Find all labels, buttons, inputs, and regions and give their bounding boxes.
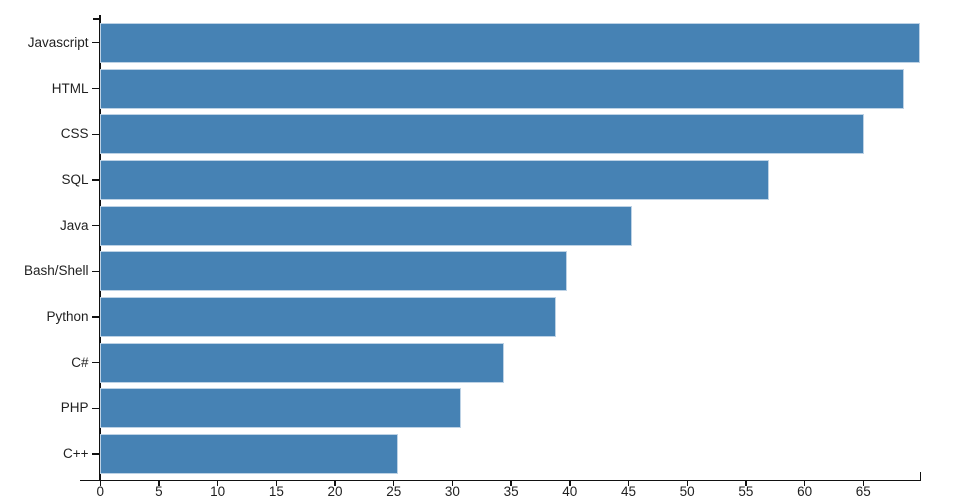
x-tick-25 [393,481,395,486]
y-tick-php [91,407,100,410]
x-tick-label-0: 0 [96,484,104,500]
x-tick-0 [99,481,101,486]
x-tick-label-15: 15 [268,484,284,500]
x-tick-55 [745,481,747,486]
x-tick-20 [334,481,336,486]
bar-css [100,114,865,155]
x-tick-label-65: 65 [855,484,871,500]
bar-python [100,297,556,337]
y-axis-spine [99,14,101,482]
y-label-html: HTML [51,80,89,96]
y-label-java: Java [59,217,89,233]
x-tick-label-40: 40 [562,484,578,500]
x-tick-30 [451,481,454,486]
x-tick-label-60: 60 [797,484,813,500]
y-label-c-sharp: C# [71,354,89,370]
x-tick-50 [686,481,688,486]
y-label-javascript: Javascript [27,34,89,50]
x-axis-end-cap [919,471,921,482]
x-axis-line [79,479,921,482]
x-tick-15 [275,481,278,486]
x-tick-label-25: 25 [386,484,402,500]
bar-bash-shell [100,251,568,292]
y-tick-css [91,133,100,135]
x-tick-40 [569,481,571,486]
x-tick-label-20: 20 [327,484,343,500]
x-tick-45 [627,481,630,486]
bar-c-sharp [100,342,505,383]
y-tick-bash-shell [91,270,100,272]
bar-c-plus-plus [100,434,399,475]
x-tick-label-5: 5 [155,484,163,500]
y-label-sql: SQL [61,171,89,187]
y-tick-python [91,316,100,318]
y-label-css: CSS [60,126,89,142]
x-tick-label-50: 50 [679,484,695,500]
y-tick-html [91,87,100,90]
y-tick-javascript [91,42,100,44]
bar-javascript [100,22,920,63]
x-tick-5 [158,481,160,486]
y-label-c-plus-plus: C++ [62,446,89,462]
y-axis-outer-tick [92,18,101,20]
y-label-bash-shell: Bash/Shell [23,263,89,279]
y-tick-c-plus-plus [91,453,100,455]
bar-php [100,388,461,429]
y-tick-c-sharp [91,362,100,364]
x-tick-35 [510,481,512,486]
x-tick-label-55: 55 [738,484,754,500]
y-label-python: Python [46,309,89,324]
bar-html [100,68,905,109]
x-tick-65 [862,481,864,486]
bar-java [100,205,633,246]
x-tick-label-35: 35 [503,484,519,500]
x-tick-label-10: 10 [210,484,226,500]
bar-sql [100,159,770,200]
y-tick-sql [91,179,100,181]
y-label-php: PHP [60,400,89,416]
x-tick-label-30: 30 [444,484,460,500]
y-tick-java [91,224,100,227]
x-tick-label-45: 45 [620,484,637,500]
x-tick-60 [803,481,806,486]
x-tick-10 [216,481,219,486]
